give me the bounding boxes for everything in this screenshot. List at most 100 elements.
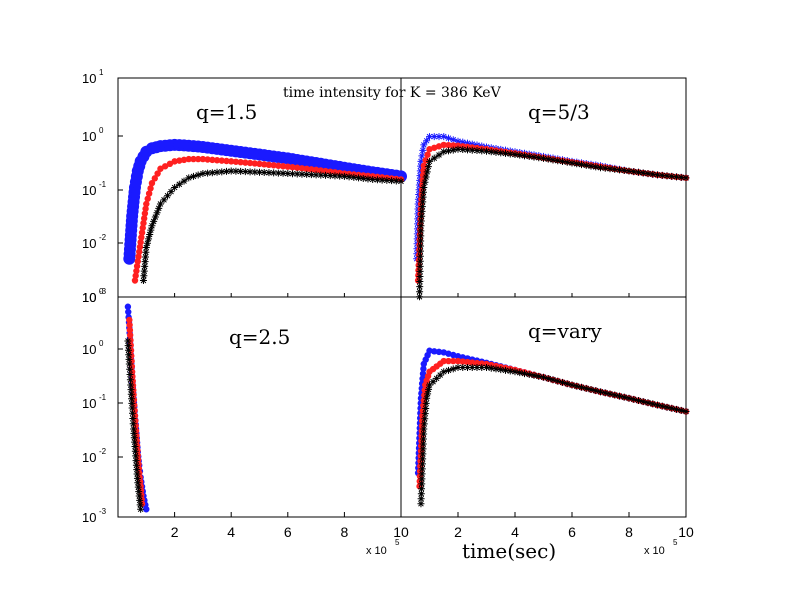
data-point xyxy=(454,357,462,365)
data-point xyxy=(658,402,666,410)
right-x-multiplier-exp: 5 xyxy=(673,538,678,547)
data-point xyxy=(478,363,486,371)
y-tick-label: 10 xyxy=(82,71,96,86)
data-point xyxy=(270,169,278,177)
data-point xyxy=(450,357,457,365)
data-point xyxy=(144,195,151,202)
data-point xyxy=(549,376,557,384)
data-point xyxy=(454,363,462,371)
data-point xyxy=(124,346,132,354)
series-line xyxy=(420,367,687,504)
data-point xyxy=(383,176,391,184)
data-point xyxy=(141,210,149,217)
data-point xyxy=(218,168,226,176)
data-point xyxy=(336,172,344,180)
data-point xyxy=(256,160,263,168)
data-point xyxy=(160,196,168,204)
data-point xyxy=(418,460,426,468)
data-point xyxy=(139,277,147,285)
data-point xyxy=(606,390,614,398)
data-point xyxy=(663,403,671,411)
data-point xyxy=(426,381,433,389)
data-point xyxy=(142,244,150,252)
data-point xyxy=(124,303,132,310)
y-tick-exponent: -2 xyxy=(99,447,107,456)
data-point xyxy=(668,404,676,412)
data-point xyxy=(340,172,348,180)
data-point xyxy=(133,466,141,474)
data-point xyxy=(417,222,425,230)
y-tick-label: 10 xyxy=(82,290,96,305)
y-tick-exponent: 1 xyxy=(99,68,104,77)
data-point xyxy=(525,371,533,379)
data-point xyxy=(625,167,633,175)
data-point xyxy=(468,146,476,154)
data-point xyxy=(133,262,141,270)
data-point xyxy=(487,364,495,372)
data-point xyxy=(417,157,425,165)
data-point xyxy=(416,293,424,301)
data-point xyxy=(128,399,136,407)
data-point xyxy=(130,429,138,437)
data-point xyxy=(473,363,481,371)
data-point xyxy=(303,170,311,178)
data-point xyxy=(180,177,188,185)
data-point xyxy=(639,169,647,177)
data-point xyxy=(126,331,134,339)
data-point xyxy=(127,386,135,394)
data-point xyxy=(141,253,149,261)
data-point xyxy=(530,371,538,379)
data-point xyxy=(185,174,193,182)
data-point xyxy=(435,151,443,159)
data-point xyxy=(129,409,137,417)
data-point xyxy=(373,176,381,184)
data-point xyxy=(420,420,428,428)
data-point xyxy=(440,141,447,149)
data-point xyxy=(649,400,657,408)
data-point xyxy=(563,158,571,166)
data-point xyxy=(521,370,528,378)
data-point xyxy=(130,434,138,442)
data-point xyxy=(228,158,235,165)
x-tick-label: 8 xyxy=(341,524,349,540)
data-point xyxy=(419,188,427,196)
data-point xyxy=(241,168,249,176)
data-point xyxy=(445,141,452,149)
data-point xyxy=(126,326,134,334)
data-point xyxy=(133,470,141,478)
data-point xyxy=(213,157,221,164)
data-point xyxy=(416,272,424,280)
y-tick-exponent: -1 xyxy=(99,393,107,402)
data-point xyxy=(424,151,431,158)
y-tick-exponent: 0 xyxy=(99,287,104,296)
data-point xyxy=(142,248,150,256)
left-x-multiplier: x 10 xyxy=(366,545,387,557)
panel-label: q=5/3 xyxy=(528,100,590,124)
data-point xyxy=(417,217,425,225)
data-point xyxy=(668,172,676,180)
data-point xyxy=(682,174,690,182)
data-point xyxy=(128,404,136,412)
data-point xyxy=(459,363,467,371)
data-point xyxy=(416,278,424,286)
data-point xyxy=(185,155,192,163)
data-point xyxy=(237,159,244,166)
data-point xyxy=(137,239,144,246)
data-point xyxy=(644,399,652,407)
x-tick-label: 10 xyxy=(678,524,694,540)
data-point xyxy=(445,366,452,374)
data-point xyxy=(421,178,429,186)
data-point xyxy=(469,359,476,366)
data-point xyxy=(673,405,680,413)
x-tick-label: 4 xyxy=(511,524,519,540)
x-tick-label: 10 xyxy=(393,524,409,540)
data-point xyxy=(478,360,485,367)
data-point xyxy=(132,272,139,279)
data-point xyxy=(154,170,161,177)
data-point xyxy=(265,169,273,177)
data-point xyxy=(417,495,425,503)
data-point xyxy=(284,170,292,178)
data-point xyxy=(419,445,427,453)
data-point xyxy=(601,164,609,172)
data-point xyxy=(418,203,426,211)
